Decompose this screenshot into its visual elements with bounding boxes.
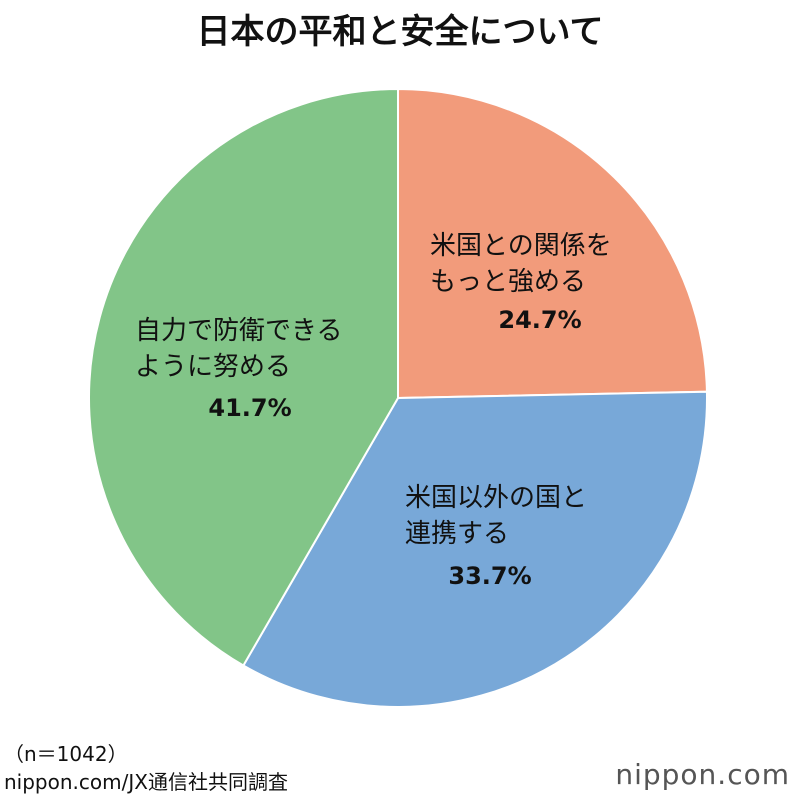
pie-slice [241,390,708,708]
slice-label: 米国との関係をもっと強める [430,231,612,297]
value-label: 41.7% [208,394,292,422]
logo: nippon.com [615,758,790,791]
sample-note: （n＝1042） [4,742,128,766]
source: nippon.com/JX通信社共同調査 [4,770,288,794]
pie-slice [88,87,399,667]
value-label: 24.7% [498,306,582,334]
pie-slice [397,87,708,400]
value-label: 33.7% [448,562,532,590]
slice-label: 米国以外の国と連携する [405,483,588,549]
chart-title: 日本の平和と安全について [196,12,604,52]
slice-label: 自力で防衛できるように努める [135,316,343,382]
